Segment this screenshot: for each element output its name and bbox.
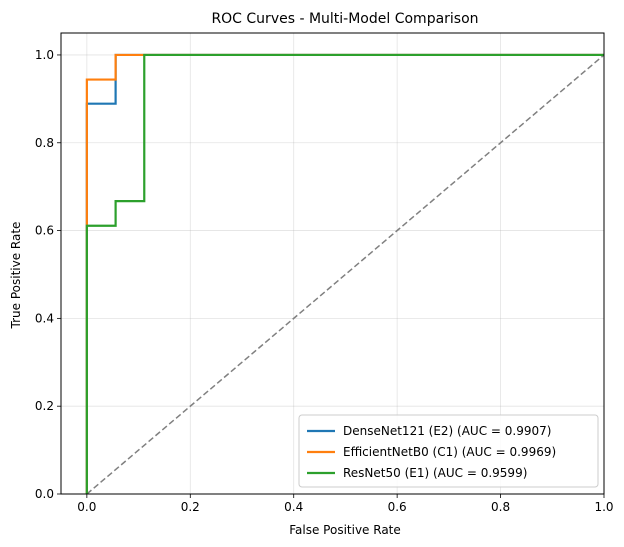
x-tick-label: 0.0 (77, 500, 96, 514)
x-tick-label: 0.8 (491, 500, 510, 514)
legend-label-efficientnetb0: EfficientNetB0 (C1) (AUC = 0.9969) (343, 445, 556, 459)
y-tick-label: 0.8 (35, 136, 54, 150)
x-axis-label: False Positive Rate (289, 523, 401, 537)
x-tick-label: 1.0 (594, 500, 613, 514)
x-tick-label: 0.6 (388, 500, 407, 514)
legend-box (298, 414, 599, 488)
x-axis-ticks: 0.0 0.2 0.4 0.6 0.8 1.0 (77, 494, 614, 514)
y-tick-label: 0.0 (35, 487, 54, 501)
y-axis-label: True Positive Rate (9, 222, 23, 330)
legend-label-resnet50: ResNet50 (E1) (AUC = 0.9599) (343, 466, 527, 480)
chart-title: ROC Curves - Multi-Model Comparison (211, 11, 478, 27)
series-layer (85, 53, 604, 494)
x-tick-label: 0.4 (284, 500, 303, 514)
roc-curve-resnet50 (85, 53, 604, 494)
y-tick-label: 0.4 (35, 311, 54, 325)
legend-label-densenet121: DenseNet121 (E2) (AUC = 0.9907) (343, 424, 551, 438)
y-tick-label: 0.2 (35, 399, 54, 413)
legend: DenseNet121 (E2) (AUC = 0.9907) Efficien… (298, 414, 599, 488)
chance-reference-line (86, 54, 605, 495)
plot-frame (60, 32, 605, 495)
y-tick-label: 0.6 (35, 224, 54, 238)
y-tick-label: 1.0 (35, 48, 54, 62)
y-axis-ticks: 0.0 0.2 0.4 0.6 0.8 1.0 (35, 48, 61, 501)
reference-line-layer (86, 54, 605, 495)
x-tick-label: 0.2 (181, 500, 200, 514)
